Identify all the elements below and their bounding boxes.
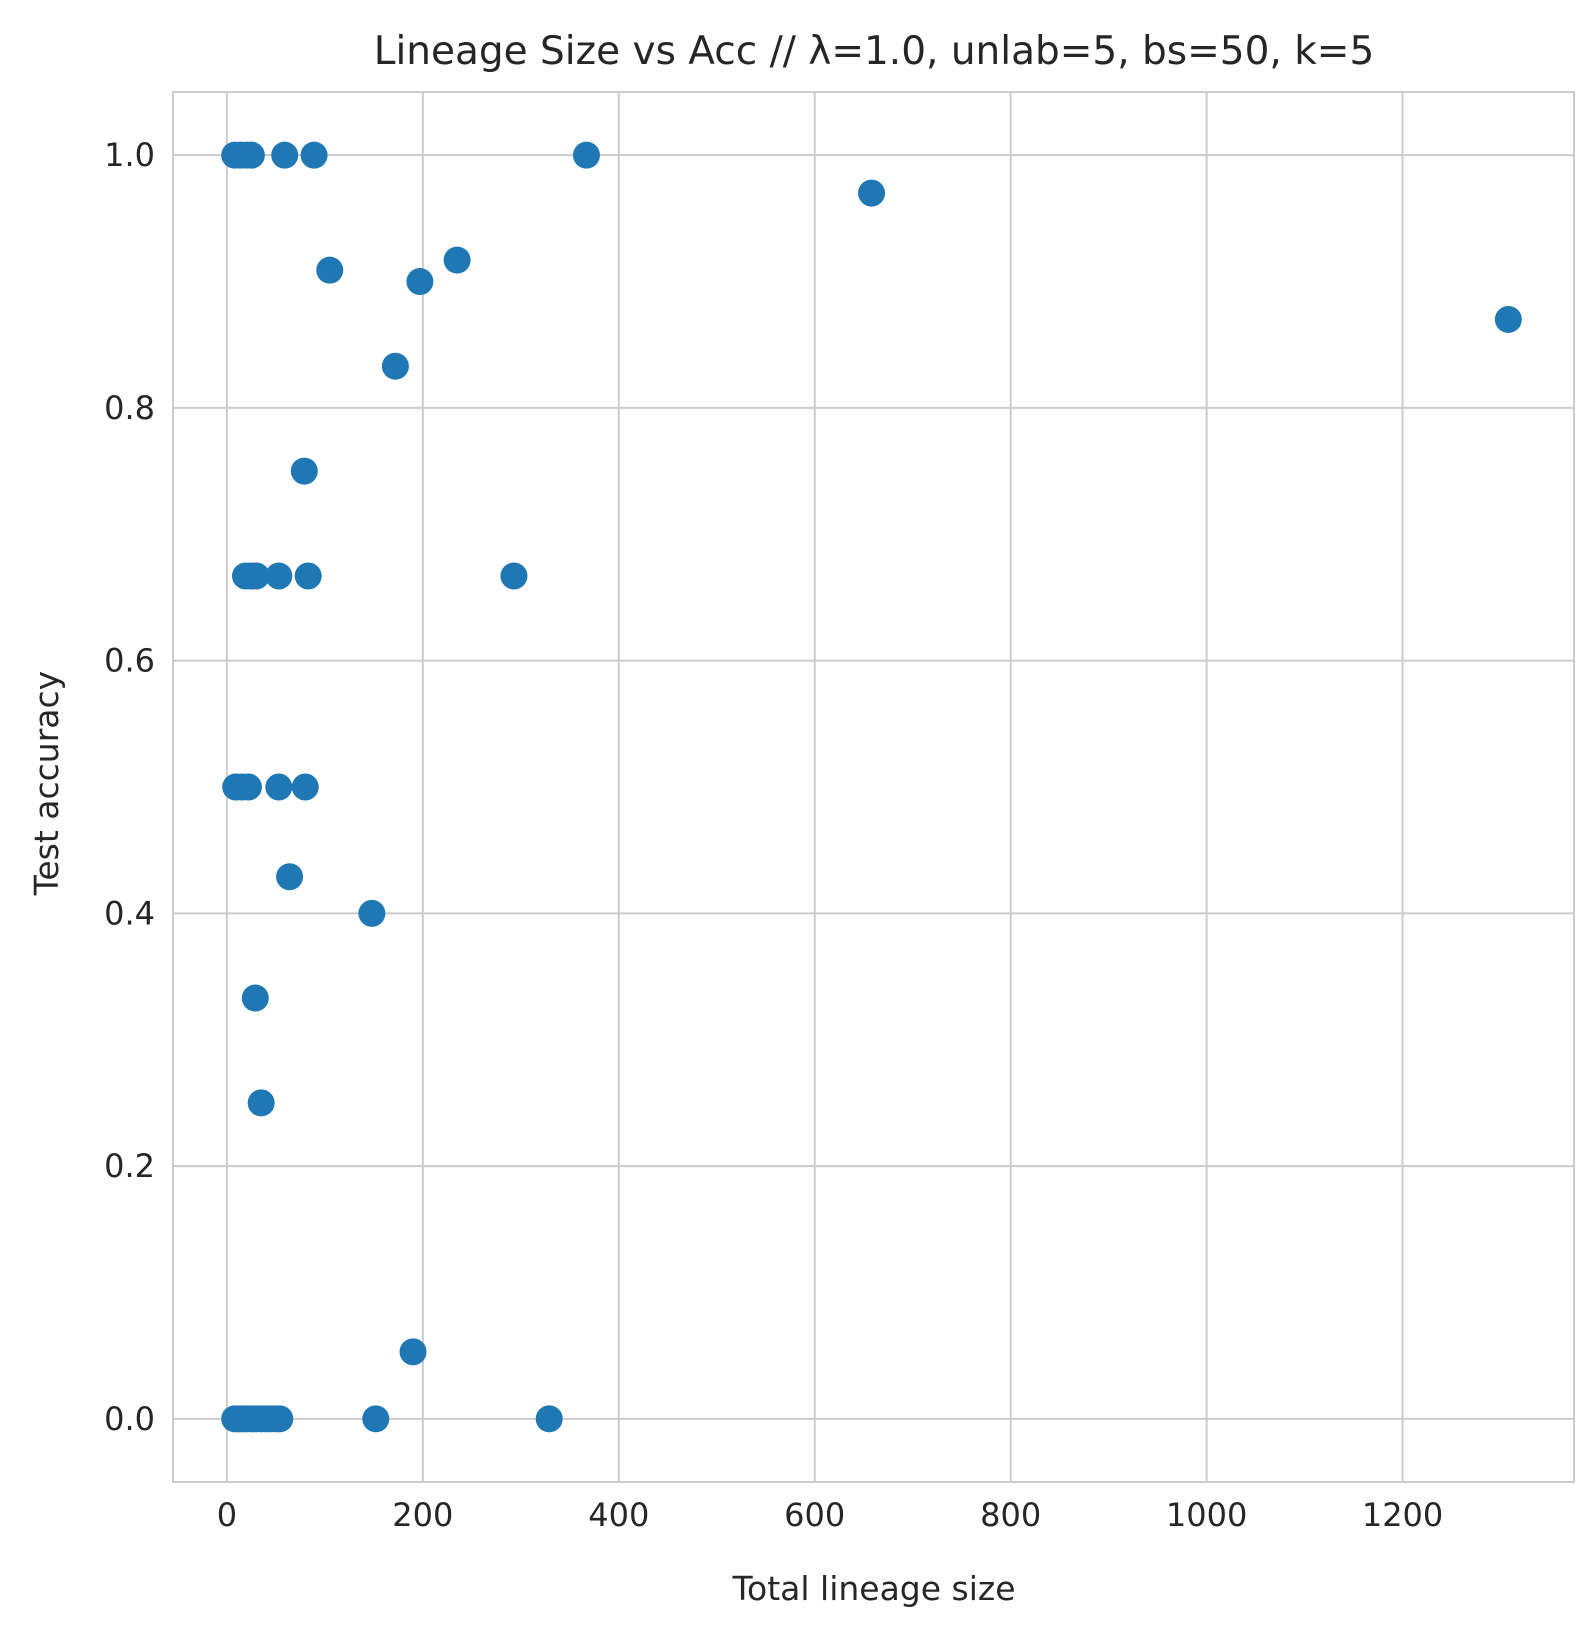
plot-frame	[172, 91, 1575, 1483]
y-tick-label: 0.2	[104, 1147, 155, 1185]
data-point	[291, 773, 319, 801]
data-point	[316, 256, 344, 284]
data-point	[234, 773, 262, 801]
y-axis-label: Test accuracy	[27, 671, 66, 896]
x-tick-label: 600	[784, 1496, 845, 1534]
data-point	[290, 457, 318, 485]
data-point	[300, 141, 328, 169]
x-tick-label: 200	[392, 1496, 453, 1534]
x-axis-label: Total lineage size	[731, 1569, 1015, 1608]
x-tick-label: 800	[980, 1496, 1041, 1534]
data-point	[241, 984, 269, 1012]
data-point	[362, 1405, 390, 1433]
x-tick-label: 1200	[1362, 1496, 1443, 1534]
data-point	[247, 1089, 275, 1117]
data-point	[406, 268, 434, 296]
data-point	[276, 863, 304, 891]
data-point	[358, 899, 386, 927]
grid-lines	[173, 92, 1574, 1482]
data-point	[399, 1338, 427, 1366]
data-point	[535, 1405, 563, 1433]
data-point	[237, 141, 265, 169]
data-point	[265, 773, 293, 801]
data-point	[265, 562, 293, 590]
x-tick-label: 1000	[1166, 1496, 1247, 1534]
y-tick-label: 1.0	[104, 136, 155, 174]
plot-border	[172, 91, 1575, 1483]
y-tick-label: 0.6	[104, 642, 155, 680]
chart-title: Lineage Size vs Acc // λ=1.0, unlab=5, b…	[374, 29, 1375, 74]
y-tick-label: 0.4	[104, 894, 155, 932]
data-point	[443, 246, 471, 274]
x-tick-label: 400	[588, 1496, 649, 1534]
tick-labels: 0 200 400 600 800 1000 1200 0.0 0.2 0.4 0.6 0.8 1.0	[104, 136, 1443, 1534]
data-point	[266, 1405, 294, 1433]
data-point	[1494, 305, 1522, 333]
data-point	[500, 562, 528, 590]
data-point	[271, 141, 299, 169]
data-point	[572, 141, 600, 169]
data-point	[242, 562, 270, 590]
x-tick-label: 0	[217, 1496, 237, 1534]
data-points	[221, 141, 1522, 1433]
data-point	[294, 562, 322, 590]
y-tick-label: 0.0	[104, 1400, 155, 1438]
data-point	[858, 179, 886, 207]
y-tick-label: 0.8	[104, 389, 155, 427]
data-point	[381, 352, 409, 380]
